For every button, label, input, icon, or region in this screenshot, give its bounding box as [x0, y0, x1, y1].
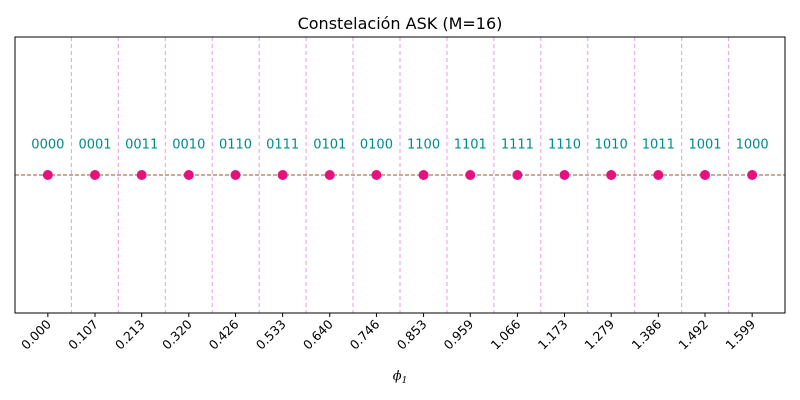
chart-title: Constelación ASK (M=16): [298, 14, 503, 33]
x-tick-label: 0.320: [159, 316, 195, 352]
constellation-point: [606, 170, 617, 180]
constellation-point: [230, 170, 241, 180]
point-code-label: 1100: [407, 138, 440, 153]
point-code-label: 0001: [78, 138, 111, 153]
constellation-point: [371, 170, 382, 180]
point-code-label: 1001: [688, 138, 721, 153]
constellation-point: [42, 170, 53, 180]
point-code-label: 1101: [454, 138, 487, 153]
x-tick-label: 0.533: [253, 317, 289, 353]
x-tick-label: 1.066: [488, 316, 524, 352]
point-code-label: 0101: [313, 138, 346, 153]
x-axis-label: ϕ1: [393, 369, 408, 386]
point-code-label: 0010: [172, 138, 205, 153]
x-tick-label: 1.599: [722, 316, 758, 352]
point-code-label: 1000: [736, 138, 769, 153]
x-tick-label: 1.386: [629, 316, 665, 352]
constellation-point: [653, 170, 664, 180]
constellation-point: [747, 170, 758, 180]
constellation-point: [512, 170, 523, 180]
x-tick-label: 0.000: [18, 316, 54, 352]
x-tick-label: 1.492: [675, 317, 711, 353]
x-tick-label: 0.853: [394, 317, 430, 353]
x-tick-label: 0.640: [300, 316, 336, 352]
x-tick-label: 0.426: [206, 316, 242, 352]
x-axis-label-base: ϕ: [393, 369, 402, 384]
constellation-point: [136, 170, 147, 180]
point-code-label: 0111: [266, 138, 299, 153]
x-tick-label: 1.173: [535, 317, 571, 353]
point-code-label: 1011: [642, 138, 675, 153]
point-code-label: 1111: [501, 138, 534, 153]
point-code-label: 0100: [360, 138, 393, 153]
x-tick-label: 0.959: [440, 316, 476, 352]
constellation-point: [183, 170, 194, 180]
plot-frame: [14, 36, 786, 314]
x-tick-label: 0.213: [112, 317, 148, 353]
x-tick-label: 0.746: [347, 316, 383, 352]
point-code-label: 0110: [219, 138, 252, 153]
constellation-point: [277, 170, 288, 180]
constellation-point: [700, 170, 711, 180]
x-tick-label: 0.107: [65, 317, 101, 353]
constellation-point: [559, 170, 570, 180]
x-axis-label-subscript: 1: [402, 376, 408, 386]
plot-area: 0000 0001 0011 0010 0110 0111 0101 0100 1100 1101…: [14, 36, 786, 353]
constellation-point: [324, 170, 335, 180]
point-code-label: 0011: [125, 138, 158, 153]
point-code-label: 1010: [595, 138, 628, 153]
constellation-point: [465, 170, 476, 180]
constellation-point: [418, 170, 429, 180]
point-code-label: 0000: [31, 138, 64, 153]
x-tick-label: 1.279: [581, 316, 617, 352]
point-code-label: 1110: [548, 138, 581, 153]
constellation-point: [89, 170, 100, 180]
